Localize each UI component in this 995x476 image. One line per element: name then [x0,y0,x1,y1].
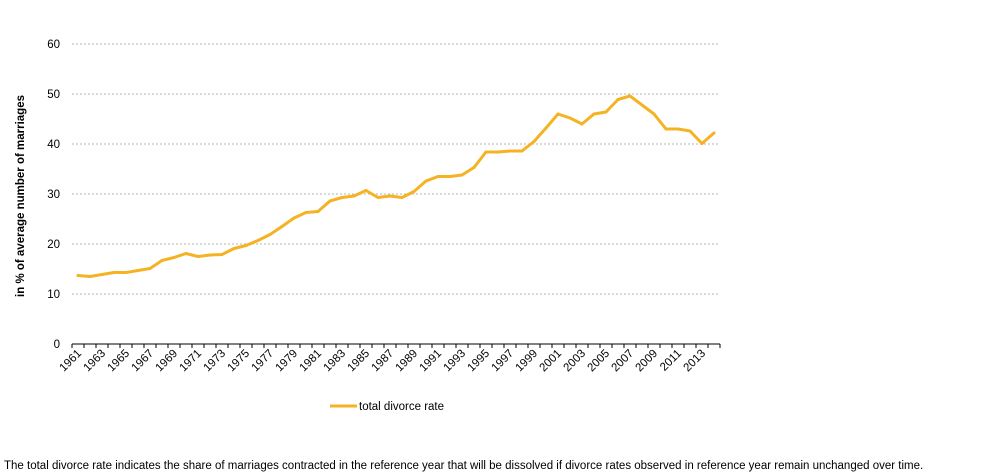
data-point-1988 [400,196,404,199]
data-point-1995 [484,150,488,154]
data-point-2010 [664,127,668,131]
x-tick-label-1971: 1971 [178,348,205,375]
x-tick-label-1995: 1995 [466,348,493,375]
data-point-1990 [424,179,428,183]
x-tick-label-2005: 2005 [586,348,613,375]
data-point-1981 [316,210,320,213]
data-point-1984 [352,194,356,198]
data-point-1980 [304,211,308,214]
data-point-1983 [340,196,344,199]
data-point-1963 [100,273,104,276]
series-line-0 [76,94,716,278]
x-tick-label-1977: 1977 [250,348,277,375]
data-point-2013 [700,142,704,145]
x-axis [71,343,721,348]
x-tick-label-1981: 1981 [298,348,325,375]
data-point-2006 [616,98,620,101]
data-point-1968 [160,259,164,262]
x-tick-label-2001: 2001 [538,348,565,375]
gridlines [72,43,720,295]
data-point-1962 [88,275,92,278]
x-tick-label-1975: 1975 [226,348,253,375]
data-point-2012 [688,129,692,133]
y-tick-label-10: 10 [47,289,60,301]
x-tick-label-1997: 1997 [490,348,517,375]
data-point-2009 [652,112,656,116]
x-tick-label-1987: 1987 [370,348,397,375]
data-point-1971 [196,255,200,258]
y-axis-label: in % of average number of marriages [15,95,27,297]
x-tick-label-1999: 1999 [514,348,541,375]
data-point-1965 [124,271,128,274]
y-tick-label-50: 50 [47,89,60,101]
data-point-1970 [184,252,188,255]
x-tick-label-1967: 1967 [130,348,157,375]
data-point-2005 [604,110,608,114]
x-tick-label-2011: 2011 [658,348,684,374]
legend-label-total-divorce-rate: total divorce rate [359,401,444,413]
data-point-1969 [172,256,176,259]
data-point-1982 [328,199,332,203]
data-point-1977 [268,233,272,236]
data-point-1976 [256,239,260,242]
data-point-1999 [532,140,536,143]
data-point-2002 [568,116,572,120]
data-point-1998 [520,149,524,153]
x-tick-label-2003: 2003 [562,348,589,375]
legend: total divorce rate [330,401,444,413]
x-tick-label-1985: 1985 [346,348,373,375]
data-point-2003 [580,122,584,126]
y-tick-label-20: 20 [47,239,60,251]
data-point-1972 [208,253,212,257]
x-axis-ticks: 1961196319651967196919711973197519771979… [58,348,709,375]
x-tick-label-1969: 1969 [154,348,181,375]
data-point-2014 [712,131,716,135]
footnote: The total divorce rate indicates the sha… [4,460,924,472]
data-point-1974 [232,247,236,250]
data-point-1992 [448,175,452,178]
x-tick-label-1963: 1963 [82,348,109,375]
data-point-2008 [640,103,644,107]
data-point-1967 [148,267,152,270]
x-tick-label-1965: 1965 [106,348,133,375]
data-point-1986 [376,196,380,199]
data-point-1966 [136,269,140,272]
data-point-1975 [244,244,248,247]
data-point-1997 [508,149,512,153]
x-tick-label-1989: 1989 [394,348,421,375]
x-tick-label-1993: 1993 [442,348,469,375]
data-point-1987 [388,194,392,198]
data-point-2011 [676,127,680,131]
data-point-1994 [472,166,476,169]
series-layer [76,94,716,278]
data-point-2004 [592,112,596,116]
x-tick-label-2009: 2009 [634,348,661,375]
data-point-1996 [496,150,500,154]
y-axis-ticks: 0 10 20 30 40 50 60 [47,39,60,351]
data-point-2007 [628,94,632,98]
x-tick-label-2007: 2007 [610,348,637,375]
data-point-1989 [412,190,416,193]
data-point-1985 [364,189,368,192]
data-point-1964 [112,271,116,274]
x-tick-label-1973: 1973 [202,348,229,375]
y-tick-label-30: 30 [47,189,60,201]
x-tick-label-1979: 1979 [274,348,301,375]
y-tick-label-40: 40 [47,139,60,151]
x-tick-label-2013: 2013 [682,348,709,375]
x-tick-label-1961: 1961 [58,348,85,375]
data-point-1993 [460,173,464,177]
y-tick-label-60: 60 [47,39,60,51]
data-point-2000 [544,126,548,130]
data-point-2001 [556,112,560,116]
data-point-1961 [76,274,80,277]
data-point-1978 [280,225,284,228]
data-point-1973 [220,253,224,256]
data-point-1991 [436,175,440,178]
x-tick-label-1991: 1991 [418,348,445,375]
data-point-1979 [292,216,296,220]
x-tick-label-1983: 1983 [322,348,349,375]
y-tick-label-0: 0 [54,339,60,351]
